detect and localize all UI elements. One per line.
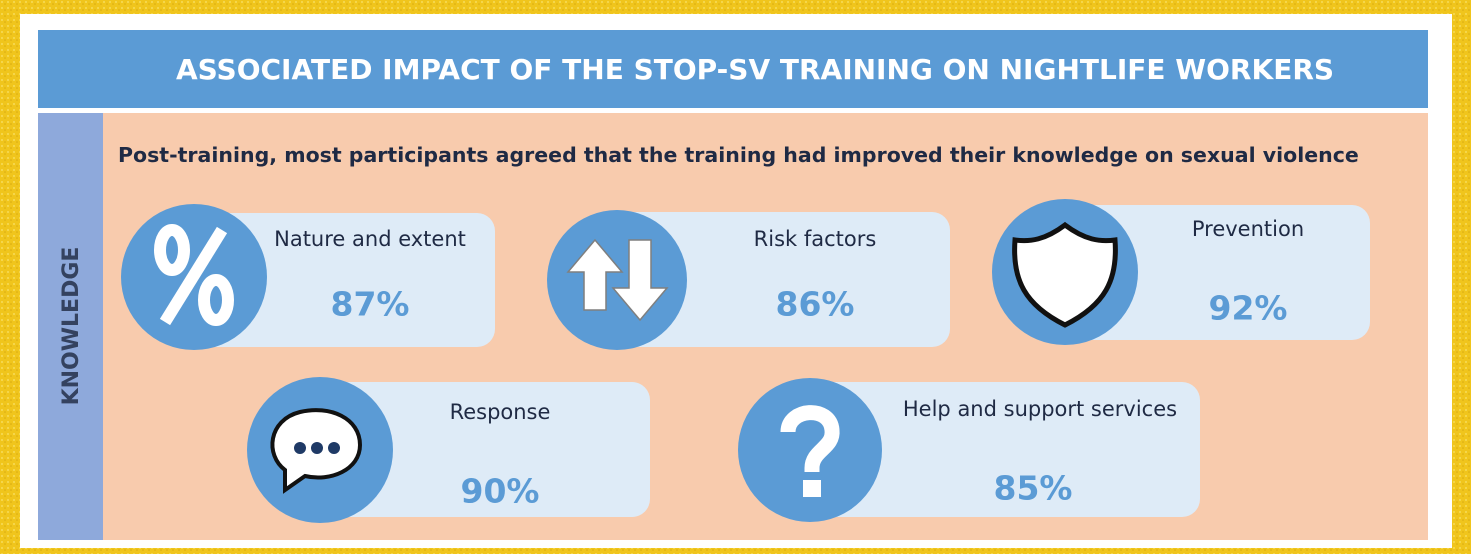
item-value: 86%	[776, 285, 855, 324]
item-label: Prevention	[1192, 217, 1304, 241]
icon-circle	[547, 210, 687, 350]
item-value: 92%	[1209, 289, 1288, 328]
item-label: Response	[450, 400, 551, 424]
card	[185, 213, 495, 347]
item-value: 87%	[331, 285, 410, 324]
arrow-down-icon	[611, 239, 669, 322]
question-icon	[780, 405, 840, 472]
subtitle: Post-training, most participants agreed …	[118, 143, 1359, 167]
sidebar	[38, 113, 103, 540]
sidebar-label: KNOWLEDGE	[59, 247, 84, 406]
dot	[328, 442, 340, 454]
item-label: Help and support services	[903, 397, 1177, 421]
percent-slash	[159, 226, 228, 326]
item-label: Risk factors	[754, 227, 877, 251]
shield-icon	[1012, 221, 1118, 328]
title: ASSOCIATED IMPACT OF THE STOP-SV TRAININ…	[176, 53, 1334, 86]
question-dot	[803, 480, 821, 497]
item-value: 90%	[461, 472, 540, 511]
card	[810, 382, 1200, 517]
dot	[294, 442, 306, 454]
header-bar	[38, 30, 1428, 108]
card	[320, 382, 650, 517]
arrow-up-icon	[566, 238, 624, 311]
percent-icon	[154, 224, 234, 326]
card	[1060, 205, 1370, 340]
card	[615, 212, 950, 347]
dot	[311, 442, 323, 454]
item-value: 85%	[994, 469, 1073, 508]
icon-circle	[738, 378, 882, 522]
item-label: Nature and extent	[274, 227, 466, 251]
